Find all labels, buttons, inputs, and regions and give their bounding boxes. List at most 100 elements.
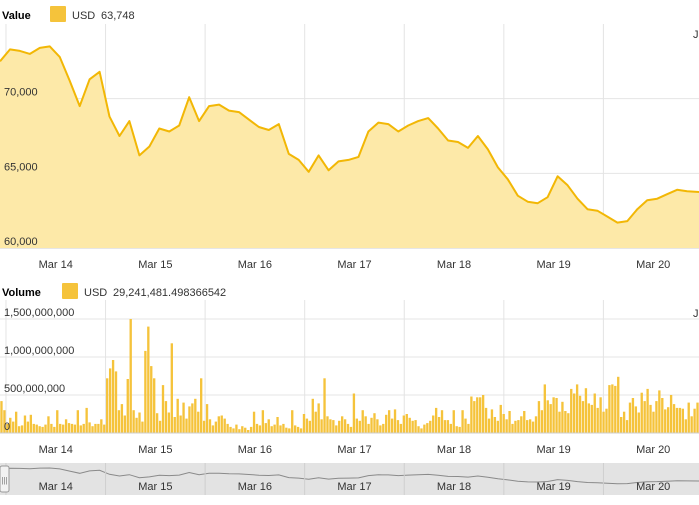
volume-bar[interactable] (249, 426, 253, 433)
volume-bar[interactable] (264, 423, 267, 433)
volume-bar[interactable] (176, 398, 179, 433)
volume-bar[interactable] (200, 378, 203, 433)
volume-bar[interactable] (332, 420, 335, 433)
volume-bar[interactable] (411, 420, 414, 433)
volume-bar[interactable] (197, 411, 200, 433)
volume-bar[interactable] (672, 404, 676, 433)
volume-bar[interactable] (144, 350, 147, 433)
volume-bar[interactable] (449, 423, 452, 433)
volume-bar[interactable] (279, 425, 282, 433)
volume-bar[interactable] (505, 419, 508, 433)
volume-bar[interactable] (361, 410, 364, 433)
volume-bar[interactable] (208, 419, 212, 433)
volume-bar[interactable] (41, 426, 44, 433)
volume-bar[interactable] (258, 425, 262, 433)
volume-bar[interactable] (567, 413, 570, 433)
volume-bar[interactable] (470, 396, 473, 434)
volume-bar[interactable] (675, 407, 679, 433)
volume-bar[interactable] (47, 416, 50, 433)
volume-bar[interactable] (517, 420, 520, 433)
volume-bar[interactable] (117, 410, 121, 433)
volume-bar[interactable] (235, 424, 238, 433)
volume-bar[interactable] (232, 428, 235, 433)
volume-bar[interactable] (479, 397, 482, 433)
volume-bar[interactable] (53, 426, 56, 433)
volume-bar[interactable] (44, 424, 47, 433)
range-navigator[interactable]: Mar 14 Mar 15 Mar 16 Mar 17 Mar 18 Mar 19 Mar … (0, 463, 699, 495)
volume-bar[interactable] (464, 418, 467, 433)
volume-bar[interactable] (61, 424, 65, 433)
volume-bar[interactable] (158, 420, 162, 433)
volume-bar[interactable] (681, 408, 685, 433)
volume-bar[interactable] (528, 419, 532, 433)
volume-bar[interactable] (323, 378, 326, 433)
volume-bar[interactable] (593, 393, 596, 434)
volume-bar[interactable] (106, 378, 109, 433)
volume-bar[interactable] (358, 420, 361, 433)
volume-bar[interactable] (481, 395, 485, 433)
volume-bar[interactable] (335, 425, 338, 433)
volume-bar[interactable] (437, 417, 441, 433)
volume-bar[interactable] (311, 398, 314, 433)
volume-bar[interactable] (622, 411, 626, 433)
volume-bar[interactable] (317, 403, 320, 433)
volume-bar[interactable] (455, 426, 458, 433)
volume-bar[interactable] (308, 420, 312, 433)
volume-bar[interactable] (229, 426, 232, 433)
volume-bar[interactable] (305, 418, 309, 433)
volume-bar[interactable] (340, 416, 344, 433)
volume-bar[interactable] (273, 424, 276, 433)
volume-bar[interactable] (188, 406, 191, 433)
volume-bar[interactable] (294, 425, 297, 433)
volume-bar[interactable] (161, 385, 165, 433)
volume-bar[interactable] (420, 428, 423, 433)
volume-bar[interactable] (373, 413, 376, 433)
volume-bar[interactable] (423, 424, 426, 433)
volume-bar[interactable] (693, 408, 696, 433)
navigator-left-handle[interactable] (0, 465, 10, 493)
volume-bar[interactable] (393, 409, 397, 433)
volume-bar[interactable] (185, 418, 188, 433)
volume-bar[interactable] (179, 415, 182, 434)
volume-bar[interactable] (132, 410, 135, 433)
volume-bar[interactable] (537, 401, 541, 433)
volume-bar[interactable] (443, 420, 447, 433)
volume-bar[interactable] (399, 423, 403, 433)
volume-bar[interactable] (614, 385, 617, 433)
volume-bar[interactable] (490, 409, 494, 433)
volume-bar[interactable] (59, 423, 62, 433)
volume-bar[interactable] (352, 393, 356, 434)
volume-bar[interactable] (346, 423, 350, 433)
volume-bar[interactable] (631, 398, 635, 433)
volume-bar[interactable] (123, 415, 126, 434)
volume-bar[interactable] (155, 413, 159, 433)
volume-bar[interactable] (23, 415, 27, 434)
volume-bar[interactable] (173, 417, 176, 433)
volume-bar[interactable] (570, 388, 573, 433)
volume-bar[interactable] (91, 426, 94, 433)
volume-bar[interactable] (288, 428, 291, 433)
volume-bar[interactable] (605, 408, 608, 433)
volume-bar[interactable] (526, 420, 529, 433)
volume-bar[interactable] (637, 412, 640, 434)
volume-bar[interactable] (70, 423, 74, 433)
volume-bar[interactable] (194, 398, 197, 433)
volume-bar[interactable] (38, 426, 41, 433)
volume-bar[interactable] (153, 378, 156, 433)
volume-bar[interactable] (643, 401, 646, 433)
volume-bar[interactable] (514, 420, 517, 433)
volume-bar[interactable] (426, 423, 429, 433)
volume-bar[interactable] (625, 420, 629, 433)
volume-bar[interactable] (458, 426, 461, 433)
volume-bar[interactable] (523, 411, 526, 433)
volume-bar[interactable] (402, 415, 406, 434)
volume-bar[interactable] (549, 404, 552, 433)
volume-bar[interactable] (382, 423, 385, 433)
volume-bar[interactable] (211, 425, 215, 433)
volume-bar[interactable] (587, 403, 591, 433)
volume-bar[interactable] (338, 420, 341, 433)
volume-bar[interactable] (452, 410, 455, 433)
volume-bar[interactable] (85, 407, 88, 433)
volume-bar[interactable] (611, 384, 614, 433)
volume-bar[interactable] (141, 421, 144, 433)
